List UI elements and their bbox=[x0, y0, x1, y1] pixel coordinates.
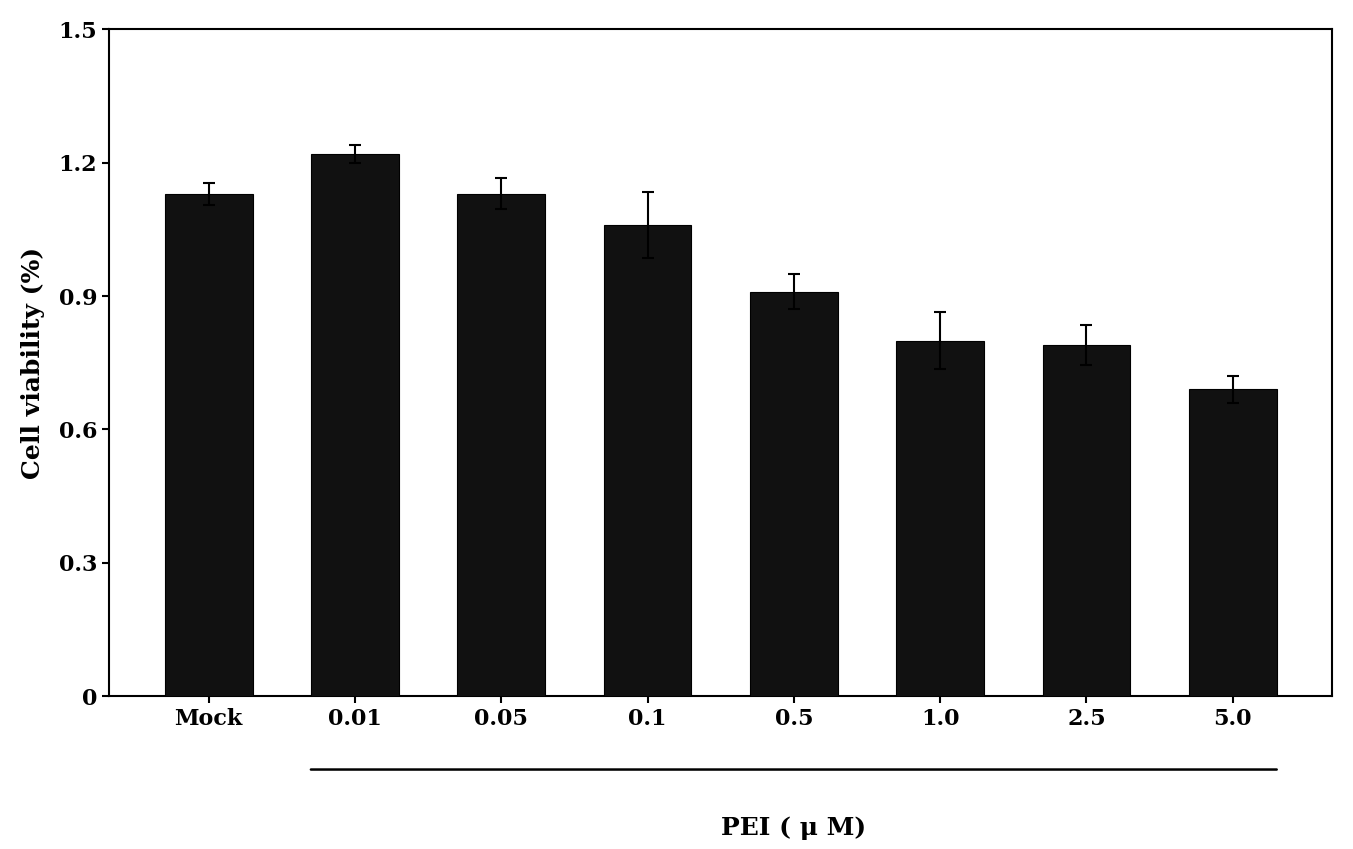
Y-axis label: Cell viability (%): Cell viability (%) bbox=[20, 247, 45, 479]
Bar bbox=[1189, 390, 1277, 696]
Bar bbox=[603, 225, 691, 696]
Text: PEI ( μ M): PEI ( μ M) bbox=[721, 816, 866, 841]
Bar bbox=[311, 154, 399, 696]
Bar bbox=[1043, 345, 1130, 696]
Bar bbox=[165, 194, 253, 696]
Bar bbox=[896, 340, 984, 696]
Bar bbox=[457, 194, 545, 696]
Bar bbox=[750, 291, 838, 696]
